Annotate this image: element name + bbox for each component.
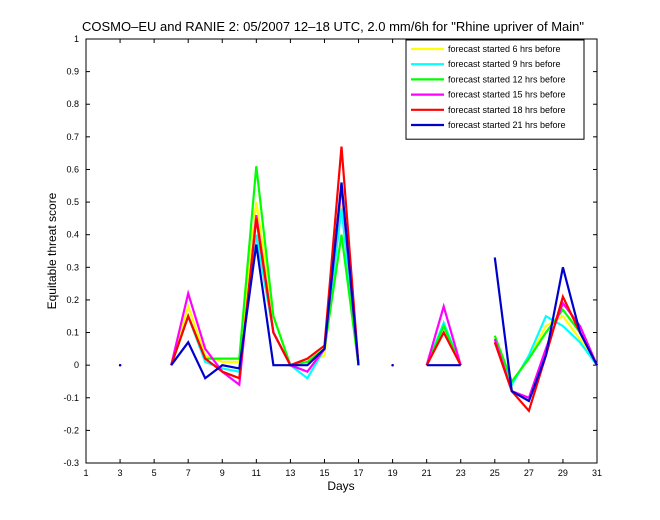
y-tick-label: 1 xyxy=(74,34,79,44)
y-tick-label: 0.4 xyxy=(66,230,79,240)
y-tick-label: 0.9 xyxy=(66,67,79,77)
y-axis-label: Equitable threat score xyxy=(45,192,59,309)
y-tick-label: -0.1 xyxy=(63,393,79,403)
x-tick-label: 9 xyxy=(220,468,225,478)
x-tick-label: 31 xyxy=(592,468,602,478)
x-tick-label: 3 xyxy=(118,468,123,478)
y-tick-label: 0.1 xyxy=(66,328,79,338)
axis-ticks: 1 3 5 7 9 11 13 15 17 19 21 23 25 27 29 31-0.3-0.2-0.10… xyxy=(63,34,602,478)
data-point xyxy=(391,364,394,367)
legend-entry: forecast started 18 hrs before xyxy=(448,105,566,115)
x-tick-label: 27 xyxy=(524,468,534,478)
x-tick-label: 19 xyxy=(388,468,398,478)
legend-entry: forecast started 21 hrs before xyxy=(448,120,566,130)
series-line xyxy=(425,330,462,366)
y-tick-label: -0.3 xyxy=(63,458,79,468)
x-tick-label: 17 xyxy=(354,468,364,478)
y-tick-label: 0.2 xyxy=(66,295,79,305)
x-tick-label: 5 xyxy=(152,468,157,478)
y-tick-label: 0.6 xyxy=(66,164,79,174)
legend-entry: forecast started 15 hrs before xyxy=(448,90,566,100)
x-tick-label: 21 xyxy=(422,468,432,478)
data-point xyxy=(118,364,122,367)
x-tick-label: 29 xyxy=(558,468,568,478)
x-axis-label: Days xyxy=(327,479,354,493)
x-tick-label: 7 xyxy=(186,468,191,478)
y-tick-label: 0.5 xyxy=(66,197,79,207)
x-tick-label: 23 xyxy=(456,468,466,478)
x-tick-label: 13 xyxy=(285,468,295,478)
legend-entry: forecast started 12 hrs before xyxy=(448,74,566,84)
series-line xyxy=(493,257,598,403)
x-tick-label: 25 xyxy=(490,468,500,478)
y-tick-label: 0.7 xyxy=(66,132,79,142)
legend-entry: forecast started 9 hrs before xyxy=(448,59,561,69)
x-tick-label: 11 xyxy=(252,468,261,478)
legend-entry: forecast started 6 hrs before xyxy=(448,44,561,54)
legend-box xyxy=(405,39,585,140)
chart-title: COSMO–EU and RANIE 2: 05/2007 12–18 UTC,… xyxy=(82,19,584,34)
series-line xyxy=(170,182,360,380)
y-tick-label: 0.3 xyxy=(66,262,79,272)
x-tick-label: 15 xyxy=(319,468,329,478)
y-tick-label: 0 xyxy=(74,360,79,370)
y-tick-label: 0.8 xyxy=(66,99,79,109)
legend: forecast started 6 hrs before forecast st… xyxy=(405,39,585,140)
series-lines xyxy=(118,146,599,414)
y-tick-label: -0.2 xyxy=(63,425,79,435)
series-line xyxy=(425,302,462,366)
x-tick-label: 1 xyxy=(83,468,88,478)
series-6 xyxy=(118,182,598,403)
